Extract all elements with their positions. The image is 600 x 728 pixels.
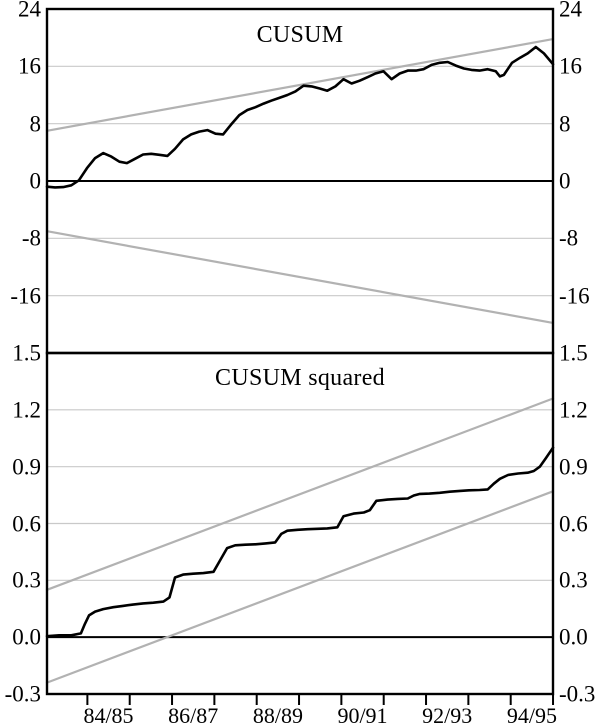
y-axis-label-left: 0.6: [12, 511, 41, 536]
top-panel-title: CUSUM: [256, 22, 344, 48]
y-axis-label-left: 0.3: [12, 567, 41, 593]
y-axis-label-left: -0.3: [4, 681, 41, 707]
y-axis-label-right: 0.9: [559, 454, 588, 480]
cusum-squared-line: [45, 446, 555, 638]
y-axis-label-left: 24: [18, 0, 41, 22]
y-axis-label-right: 0.0: [559, 624, 588, 650]
y-axis-label-left: -8: [21, 225, 41, 251]
lower-5pct-significance-bound-line: [45, 230, 555, 324]
y-axis-label-left: 0.9: [12, 454, 41, 480]
y-axis-label-left: 0: [29, 168, 42, 194]
upper-5pct-significance-bound-line: [45, 397, 555, 591]
y-axis-label-right: 16: [559, 53, 582, 79]
y-axis-label-right: 24: [559, 0, 582, 22]
y-axis-label-left: -16: [10, 283, 41, 309]
cusum-line: [45, 45, 555, 189]
y-axis-label-right: 0.6: [559, 511, 588, 536]
y-axis-label-right: 1.5: [559, 340, 588, 366]
y-axis-label-left: 8: [29, 111, 42, 137]
x-axis-label: 92/93: [422, 703, 473, 728]
y-axis-label-right: -16: [559, 283, 590, 309]
y-axis-label-left: 1.5: [12, 340, 41, 366]
y-axis-label-left: 0.0: [12, 624, 41, 650]
y-axis-label-right: -8: [559, 225, 579, 251]
x-axis-label: 88/89: [252, 703, 303, 728]
x-axis-label: 90/91: [337, 703, 388, 728]
y-axis-label-right: 0.3: [559, 567, 588, 593]
y-axis-label-right: 1.2: [559, 397, 588, 423]
y-axis-label-left: 1.2: [12, 397, 41, 423]
y-axis-label-right: 8: [559, 111, 571, 137]
y-axis-label-right: 0: [559, 168, 571, 194]
upper-5pct-significance-bound-line: [45, 37, 555, 132]
lower-5pct-significance-bound-line: [45, 490, 555, 684]
bottom-panel-title: CUSUM squared: [215, 365, 385, 391]
x-axis-label: 94/95: [506, 703, 557, 728]
y-axis-label-right: -0.3: [559, 681, 596, 707]
x-axis-label: 84/85: [83, 703, 134, 728]
x-axis-label: 86/87: [168, 703, 219, 728]
y-axis-label-left: 16: [18, 53, 41, 79]
